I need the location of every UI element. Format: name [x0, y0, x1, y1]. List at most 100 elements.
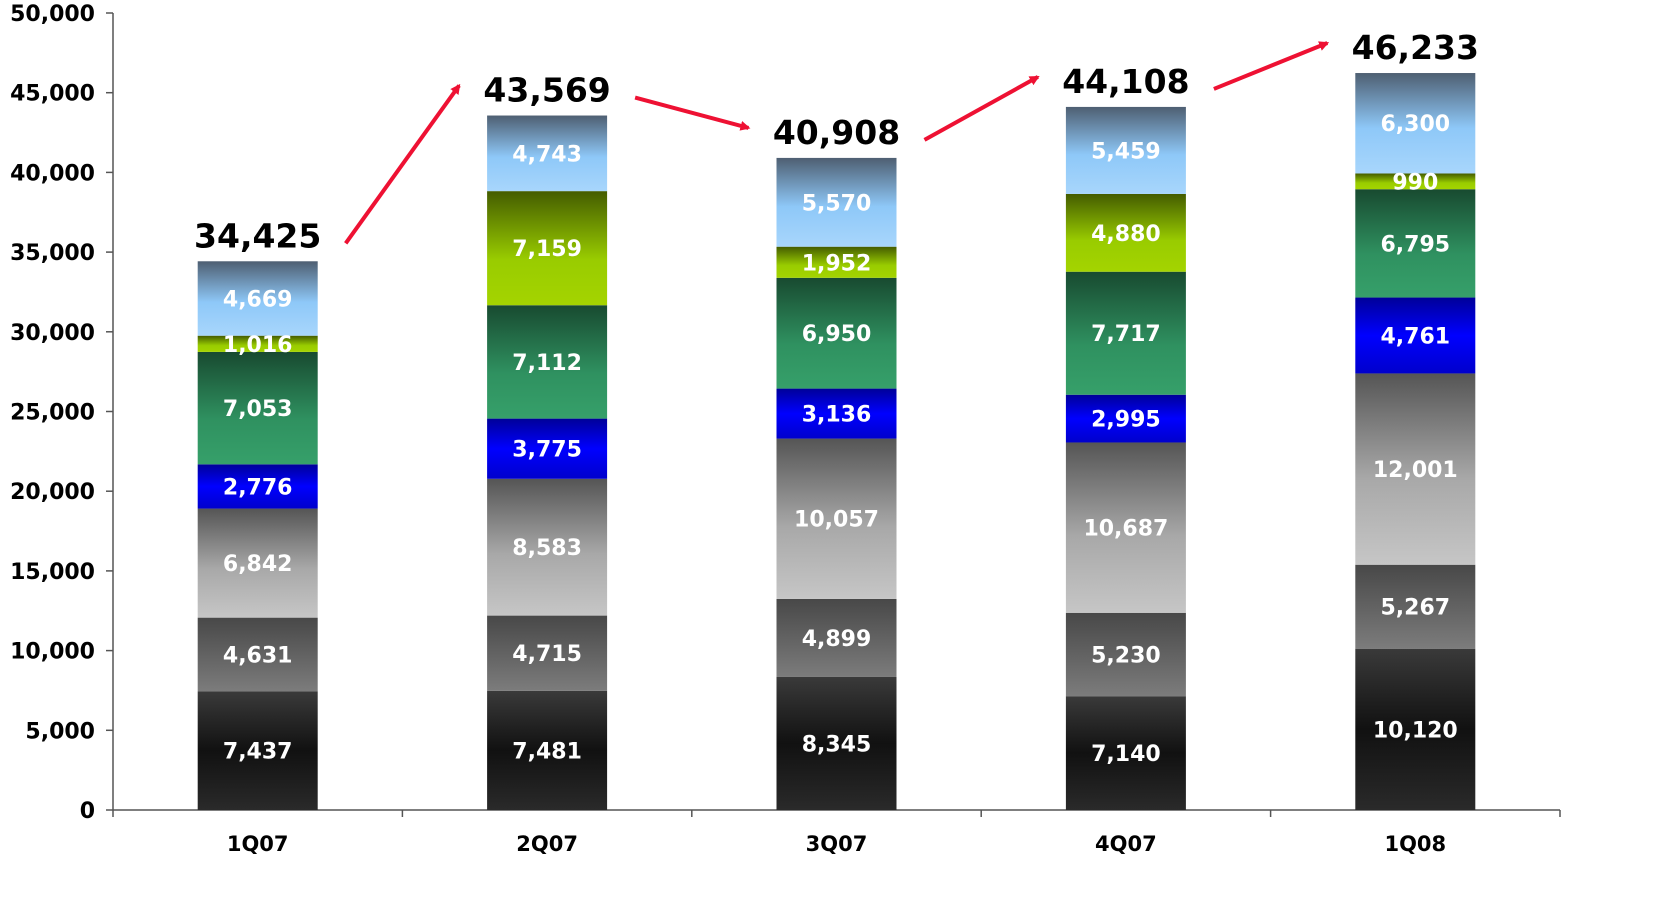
- y-tick-label: 10,000: [10, 640, 95, 665]
- total-value-label: 34,425: [194, 216, 321, 255]
- bar-segment: [1065, 442, 1186, 613]
- segment-value-label: 8,583: [512, 536, 582, 561]
- bar-segment: [776, 438, 897, 599]
- segment-value-label: 7,481: [512, 739, 582, 764]
- bar-segment: [1355, 373, 1476, 565]
- bar-segment: [776, 598, 897, 677]
- segment-value-label: 4,631: [223, 644, 293, 669]
- x-tick-label: 1Q07: [227, 832, 289, 856]
- total-value-label: 46,233: [1352, 28, 1479, 67]
- segment-value-label: 2,995: [1091, 408, 1161, 433]
- bar-segment: [487, 478, 608, 616]
- bar-segment: [776, 676, 897, 810]
- bar-segment: [197, 508, 318, 618]
- segment-value-label: 4,669: [223, 287, 293, 312]
- segment-value-label: 4,761: [1381, 324, 1451, 349]
- labels: 7,437 4,631 6,842 2,776 7,053 1,016 4,669 34,42…: [194, 28, 1479, 767]
- bar-segment: [487, 690, 608, 810]
- trend-arrow: [923, 75, 1040, 142]
- segment-value-label: 7,159: [512, 237, 582, 262]
- bar-segment: [487, 615, 608, 691]
- trend-arrow: [1213, 41, 1330, 91]
- segment-value-label: 1,016: [223, 333, 293, 358]
- y-tick-label: 50,000: [10, 2, 95, 27]
- total-value-label: 44,108: [1062, 62, 1189, 101]
- x-tick-label: 4Q07: [1095, 832, 1157, 856]
- bar-segment: [1355, 564, 1476, 649]
- bar-segment: [487, 191, 608, 306]
- y-tick-label: 5,000: [25, 719, 95, 744]
- y-tick-label: 35,000: [10, 241, 95, 266]
- y-tick-label: 45,000: [10, 82, 95, 107]
- y-tick-label: 0: [80, 799, 95, 824]
- bar-segment: [1355, 648, 1476, 810]
- total-value-label: 40,908: [773, 113, 900, 152]
- bar-segment: [1355, 297, 1476, 374]
- segment-value-label: 3,136: [802, 403, 872, 428]
- trend-arrow: [634, 95, 751, 131]
- bars: [197, 73, 1476, 810]
- bar-segment: [487, 115, 608, 192]
- y-tick-label: 20,000: [10, 480, 95, 505]
- segment-value-label: 5,267: [1381, 596, 1451, 621]
- segment-value-label: 7,437: [223, 740, 293, 765]
- bar-segment: [1065, 271, 1186, 395]
- segment-value-label: 10,120: [1373, 718, 1458, 743]
- segment-value-label: 4,899: [802, 627, 872, 652]
- segment-value-label: 6,795: [1381, 232, 1451, 257]
- bar-segment: [197, 617, 318, 692]
- bar-segment: [197, 691, 318, 810]
- bar-segment: [776, 277, 897, 389]
- segment-value-label: 2,776: [223, 475, 293, 500]
- segment-value-label: 5,230: [1091, 644, 1161, 669]
- bar-segment: [1355, 73, 1476, 174]
- bar-segment: [1355, 173, 1476, 190]
- y-tick-label: 30,000: [10, 321, 95, 346]
- segment-value-label: 5,570: [802, 191, 872, 216]
- bar-segment: [1065, 612, 1186, 697]
- bar-segment: [197, 335, 318, 352]
- y-tick-label: 40,000: [10, 161, 95, 186]
- bar-segment: [487, 418, 608, 479]
- bar-segment: [1355, 189, 1476, 298]
- segment-value-label: 10,687: [1083, 517, 1168, 542]
- segment-value-label: 6,300: [1381, 112, 1451, 137]
- bar-segment: [776, 388, 897, 439]
- segment-value-label: 7,112: [512, 351, 582, 376]
- x-tick-label: 2Q07: [516, 832, 578, 856]
- segment-value-label: 4,715: [512, 642, 582, 667]
- segment-value-label: 4,743: [512, 142, 582, 167]
- segment-value-label: 1,952: [802, 251, 872, 276]
- trend-arrows: [344, 41, 1330, 245]
- segment-value-label: 7,717: [1091, 322, 1161, 347]
- bar-segment: [1065, 106, 1186, 194]
- total-value-label: 43,569: [483, 71, 610, 110]
- bar-segment: [1065, 394, 1186, 443]
- segment-value-label: 7,140: [1091, 742, 1161, 767]
- trend-arrow: [344, 83, 461, 245]
- segment-value-label: 6,950: [802, 322, 872, 347]
- axes: 0 5,000 10,000 15,000 20,000 25,000 30,000 35,0…: [10, 2, 1561, 856]
- x-tick-label: 1Q08: [1384, 832, 1446, 856]
- bar-segment: [776, 246, 897, 278]
- x-tick-label: 3Q07: [806, 832, 868, 856]
- segment-value-label: 7,053: [223, 397, 293, 422]
- segment-value-label: 6,842: [223, 552, 293, 577]
- bar-segment: [1065, 193, 1186, 272]
- bar-segment: [197, 464, 318, 509]
- y-tick-label: 15,000: [10, 560, 95, 585]
- segment-value-label: 8,345: [802, 732, 872, 757]
- bar-segment: [197, 261, 318, 336]
- segment-value-label: 4,880: [1091, 222, 1161, 247]
- segment-value-label: 5,459: [1091, 139, 1161, 164]
- bar-segment: [1065, 696, 1186, 810]
- segment-value-label: 3,775: [512, 438, 582, 463]
- bar-segment: [776, 157, 897, 247]
- segment-value-label: 10,057: [794, 508, 879, 533]
- segment-value-label: 990: [1392, 170, 1438, 195]
- y-tick-label: 25,000: [10, 401, 95, 426]
- bar-segment: [487, 305, 608, 419]
- bar-segment: [197, 351, 318, 465]
